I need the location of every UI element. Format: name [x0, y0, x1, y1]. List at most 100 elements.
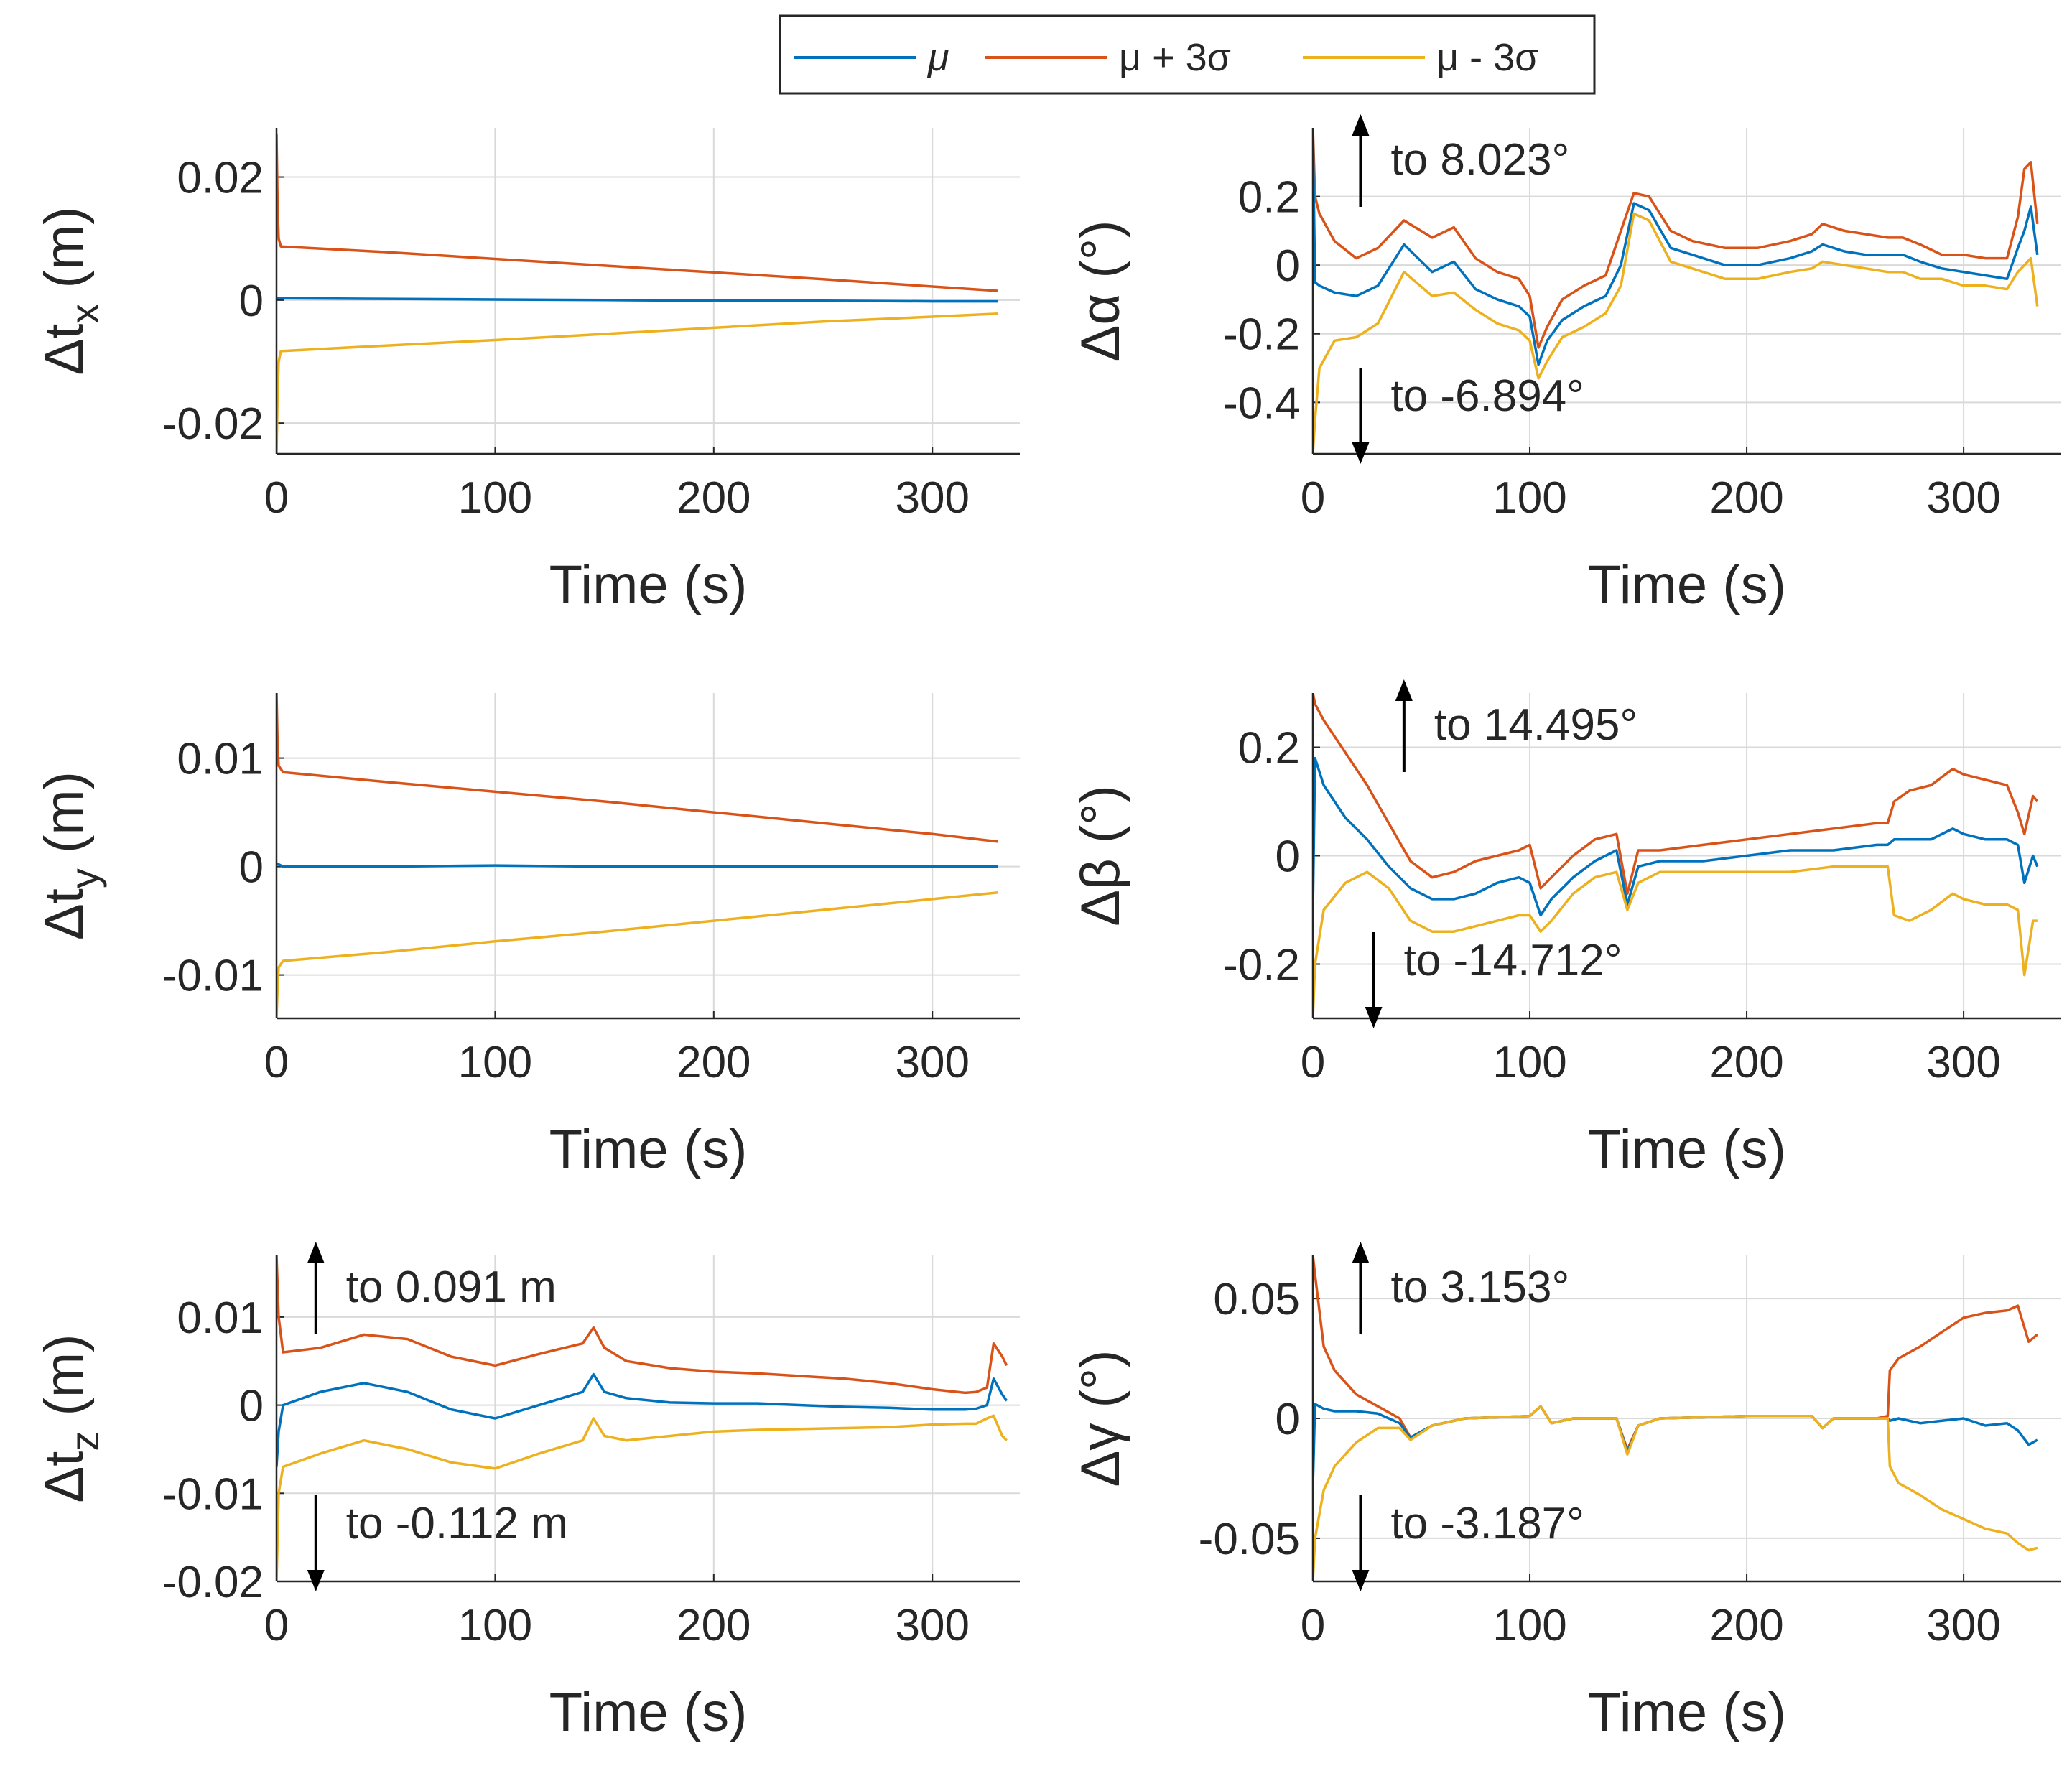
x-tick-label: 100 [1492, 1038, 1566, 1087]
y-axis-label-main: Δt [34, 888, 95, 940]
y-axis-label-unit: (°) [1070, 785, 1131, 858]
y-axis-label-main: Δγ [1070, 1423, 1131, 1487]
x-tick-label: 0 [1301, 1038, 1325, 1087]
annotation-text: to -6.894° [1390, 371, 1584, 421]
y-tick-label: -0.2 [1223, 310, 1300, 360]
series-line-mu [277, 297, 998, 303]
arrow-down-icon [1352, 442, 1370, 464]
series-line-mu [277, 1372, 1008, 1467]
x-tick-label: 0 [1301, 473, 1325, 523]
series-line-plus [277, 134, 998, 292]
x-tick-label: 0 [264, 1038, 289, 1087]
y-axis-label-subscript: z [62, 1431, 107, 1451]
x-tick-label: 300 [1926, 1038, 2000, 1087]
annotation-down: to -14.712° [1365, 932, 1622, 1028]
x-axis-label: Time (s) [1588, 1682, 1786, 1743]
x-tick-label: 200 [1709, 1601, 1783, 1650]
subplot-tz: 0 100 200 300 -0.02 -0.01 0 0.01 Time (s) Δtz (m)… [34, 1242, 1020, 1743]
series-line-minus [277, 891, 998, 1018]
x-tick-label: 300 [896, 1601, 970, 1650]
x-tick-label: 100 [1492, 1601, 1566, 1650]
series-line-minus [1313, 212, 2039, 454]
y-axis-label-unit: (°) [1070, 220, 1131, 294]
x-tick-label: 0 [264, 1601, 289, 1650]
x-tick-label: 300 [896, 473, 970, 523]
arrow-down-icon [1352, 1570, 1370, 1591]
x-axis-label: Time (s) [549, 554, 748, 615]
arrow-down-icon [1365, 1007, 1383, 1028]
y-axis-label-main: Δα [1070, 294, 1131, 362]
annotation-up: to 8.023° [1352, 114, 1569, 207]
arrow-up-icon [1352, 114, 1370, 136]
x-tick-label: 100 [458, 1038, 532, 1087]
y-tick-label: -0.01 [162, 952, 264, 1001]
legend-box [779, 14, 1596, 95]
x-axis-label: Time (s) [1588, 554, 1786, 615]
y-axis-label-subscript: x [62, 304, 107, 324]
y-axis-label: Δtz (m) [34, 1334, 107, 1503]
x-axis-label: Time (s) [549, 1682, 748, 1743]
series-line-mu [1313, 756, 2039, 917]
y-tick-label: 0.2 [1238, 173, 1300, 223]
y-axis-label-unit: (m) [34, 1334, 95, 1431]
y-axis-label-unit: (°) [1070, 1350, 1131, 1423]
y-tick-label: -0.05 [1199, 1515, 1300, 1564]
y-axis-label-main: Δt [34, 1451, 95, 1503]
y-axis-label: Δβ (°) [1070, 785, 1131, 926]
x-tick-label: 100 [458, 473, 532, 523]
data-lines [277, 693, 998, 1018]
y-tick-label: -0.4 [1223, 378, 1300, 428]
data-lines [1313, 693, 2039, 1018]
y-tick-label: 0.01 [177, 735, 264, 784]
plot-area [277, 1255, 1020, 1581]
annotation-down: to -0.112 m [307, 1495, 568, 1591]
data-lines [1313, 1255, 2038, 1581]
x-tick-label: 100 [458, 1601, 532, 1650]
annotation-up: to 3.153° [1352, 1242, 1569, 1334]
annotation-text: to -14.712° [1404, 936, 1622, 985]
y-tick-label: -0.02 [162, 1558, 264, 1607]
y-tick-label: -0.2 [1223, 941, 1300, 990]
subplot-alpha: 0 100 200 300 -0.4 -0.2 0 0.2 Time (s) Δα (°) to 8… [1070, 114, 2061, 615]
annotation-down: to -6.894° [1352, 368, 1584, 464]
data-lines [1313, 128, 2039, 454]
series-line-plus [277, 693, 998, 843]
y-axis-label-main: Δβ [1070, 858, 1131, 926]
y-tick-label: 0 [1276, 241, 1300, 291]
data-lines [277, 1255, 1008, 1581]
y-axis-label: Δty (m) [34, 771, 107, 940]
annotation-text: to 8.023° [1390, 135, 1569, 185]
legend-label-plus: μ + 3σ [1119, 36, 1231, 79]
legend-label-mu: μ [926, 36, 949, 79]
series-line-minus [1313, 865, 2038, 1018]
annotation-text: to 3.153° [1390, 1263, 1569, 1312]
annotation-down: to -3.187° [1352, 1495, 1584, 1591]
plot-area [277, 128, 1020, 454]
series-line-minus [277, 1414, 1008, 1581]
x-tick-label: 300 [896, 1038, 970, 1087]
series-line-minus [1313, 1405, 2038, 1581]
x-tick-label: 200 [1709, 473, 1783, 523]
x-tick-label: 300 [1926, 1601, 2000, 1650]
y-tick-label: 0 [239, 1382, 264, 1431]
data-lines [277, 134, 998, 454]
x-axis-label: Time (s) [1588, 1119, 1786, 1180]
y-axis-label: Δγ (°) [1070, 1350, 1131, 1487]
y-tick-label: -0.02 [162, 399, 264, 449]
y-tick-label: 0 [239, 843, 264, 893]
y-axis-label-subscript: y [62, 868, 107, 888]
x-tick-label: 200 [677, 473, 751, 523]
y-tick-label: 0.01 [177, 1293, 264, 1343]
y-axis-label-unit: (m) [34, 207, 95, 304]
x-tick-label: 100 [1492, 473, 1566, 523]
y-axis-label-unit: (m) [34, 771, 95, 868]
legend: μ μ + 3σ μ - 3σ [779, 14, 1596, 95]
series-line-mu [277, 862, 998, 868]
y-tick-label: 0.2 [1238, 724, 1300, 773]
y-tick-label: 0 [239, 276, 264, 326]
y-tick-label: 0 [1276, 1395, 1300, 1444]
